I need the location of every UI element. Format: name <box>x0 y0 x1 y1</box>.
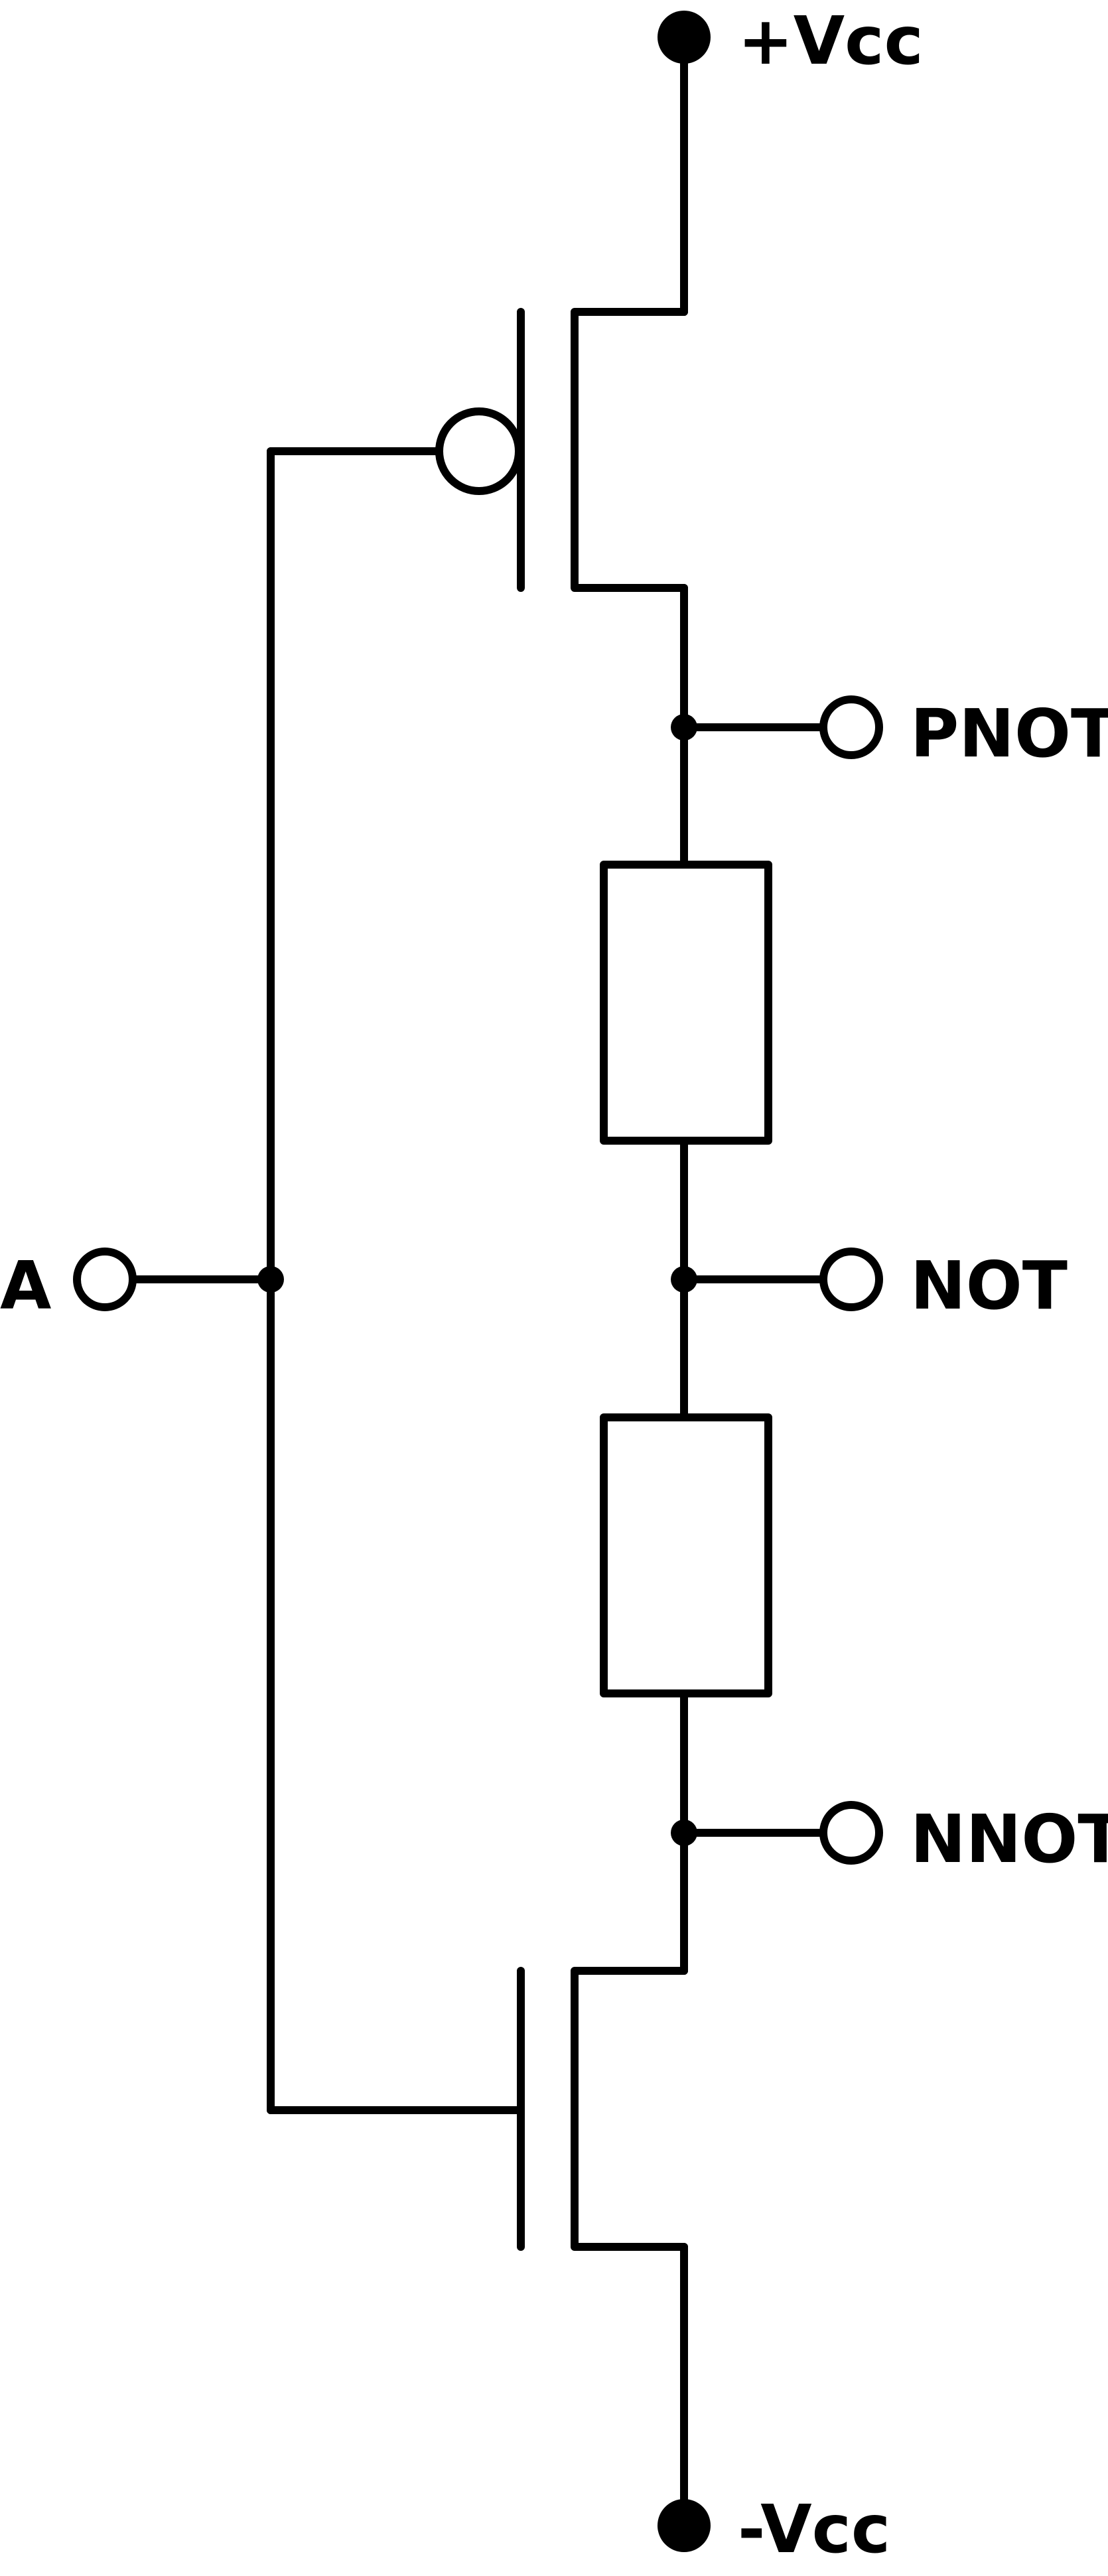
nmos-transistor <box>267 1967 688 2251</box>
pnot-label: PNOT <box>910 695 1108 772</box>
vcc-positive-label: +Vcc <box>738 2 924 80</box>
vcc-negative-label: -Vcc <box>738 2490 890 2568</box>
nnot-label: NNOT <box>910 1800 1108 1878</box>
input-terminal <box>73 1248 137 1311</box>
nnot-output-terminal <box>819 1801 883 1865</box>
upper-resistor <box>600 861 772 1145</box>
pmos-gate-bubble <box>435 407 523 495</box>
pmos-channel <box>571 308 688 592</box>
pmos-transistor <box>267 308 688 592</box>
lower-resistor <box>600 1413 772 1697</box>
not-output-terminal <box>819 1248 883 1311</box>
not-label: NOT <box>910 1247 1068 1324</box>
pnot-output-terminal <box>819 695 883 759</box>
vcc-negative-terminal <box>658 2499 711 2552</box>
nmos-channel <box>571 1967 688 2251</box>
input-label: A <box>0 1247 51 1324</box>
